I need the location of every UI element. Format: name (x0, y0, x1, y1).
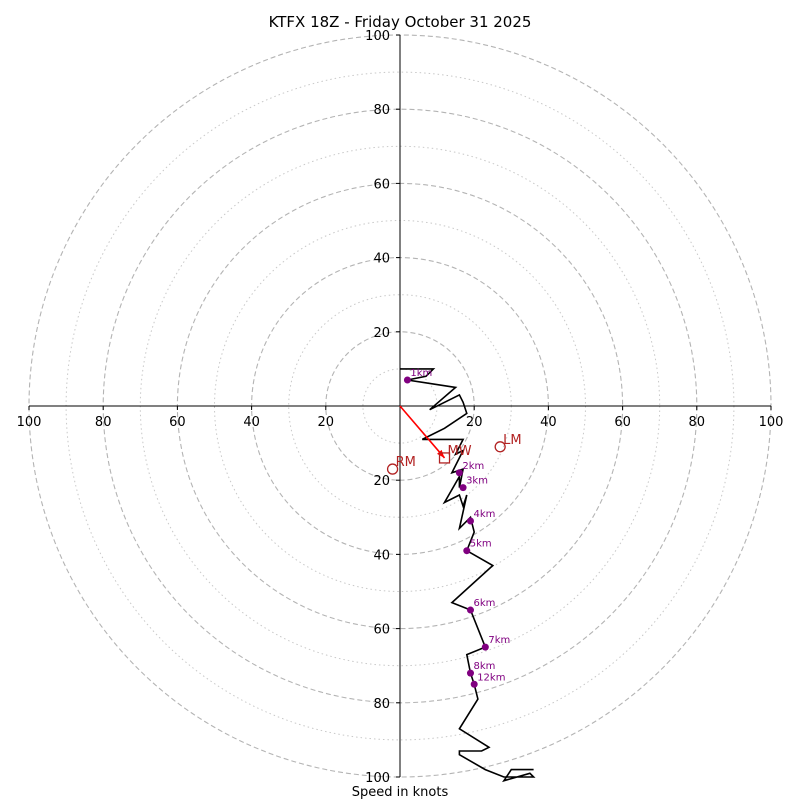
y-tick-label: 40 (373, 252, 390, 267)
x-tick-label: 80 (689, 415, 706, 430)
x-tick-label: 40 (243, 415, 260, 430)
x-tick-label: 40 (540, 415, 557, 430)
y-tick-label: 80 (373, 697, 390, 712)
shear-vector-line (399, 405, 446, 459)
tick-labels: 100 80 60 40 20 20 40 60 80 100 100 80 60 40 20 20 40 60 8… (17, 29, 784, 786)
x-tick-label: 60 (614, 415, 631, 430)
y-tick-label: 100 (365, 29, 390, 44)
x-tick-label: 20 (318, 415, 335, 430)
y-tick-label: 40 (373, 548, 390, 563)
wind-profile (400, 368, 536, 783)
storm-motion-rm-marker (386, 463, 399, 475)
height-marker-2km (455, 469, 463, 477)
x-tick-label: 20 (466, 415, 483, 430)
height-marker-label: 8km (473, 661, 495, 672)
height-marker-label: 4km (473, 509, 495, 520)
storm-motion-lm-label: LM (503, 433, 521, 448)
y-tick-label: 100 (365, 771, 390, 786)
height-marker-label: 7km (488, 635, 510, 646)
x-tick-label: 100 (759, 415, 784, 430)
storm-motion-lm-marker (494, 441, 506, 453)
x-tick-label: 80 (95, 415, 112, 430)
height-marker-1km (403, 376, 411, 384)
x-tick-label: 60 (169, 415, 186, 430)
shear-vector-arrowhead (437, 449, 445, 458)
height-marker-label: 1km (410, 368, 432, 379)
wind-profile-line (400, 368, 536, 783)
height-marker-label: 5km (470, 539, 492, 550)
y-tick-label: 60 (373, 623, 390, 638)
y-tick-label: 80 (373, 103, 390, 118)
storm-motion: RM LM MW (386, 405, 522, 475)
height-marker-4km (466, 517, 474, 525)
x-tick-label: 100 (17, 415, 42, 430)
storm-motion-mw-label: MW (448, 444, 472, 459)
height-marker-7km (481, 643, 489, 651)
storm-motion-rm-label: RM (396, 455, 416, 470)
height-marker-8km (466, 669, 474, 677)
storm-motion-mw-marker (438, 452, 451, 464)
height-marker-5km (463, 547, 471, 555)
height-marker-label: 2km (462, 461, 484, 472)
x-axis-label: Speed in knots (352, 785, 449, 800)
height-marker-6km (466, 606, 474, 614)
height-marker-label: 6km (473, 598, 495, 609)
chart-title: KTFX 18Z - Friday October 31 2025 (269, 13, 532, 31)
y-tick-label: 20 (373, 474, 390, 489)
y-tick-label: 20 (373, 326, 390, 341)
height-marker-12km (470, 680, 478, 688)
y-tick-label: 60 (373, 177, 390, 192)
height-marker-label: 12km (477, 672, 505, 683)
height-marker-3km (459, 484, 467, 492)
height-marker-label: 3km (466, 476, 488, 487)
